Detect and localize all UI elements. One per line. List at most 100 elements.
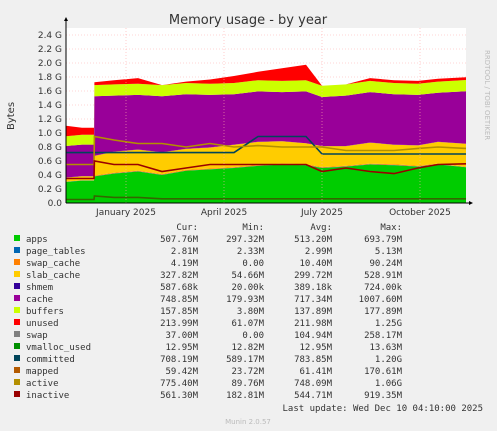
legend-max-value: 1.06G (375, 379, 402, 389)
munin-version: Munin 2.0.57 (225, 418, 271, 426)
legend-cur-value: 775.40M (160, 379, 199, 389)
legend-header: Cur: (176, 223, 198, 233)
legend-swatch-apps (14, 235, 20, 241)
legend-max-value: 170.61M (364, 367, 403, 377)
x-tick-label: April 2025 (201, 208, 247, 218)
x-tick-label: July 2025 (300, 208, 343, 218)
last-update: Last update: Wed Dec 10 04:10:00 2025 (283, 404, 483, 414)
legend-min-value: 12.82M (231, 343, 264, 353)
plot-area: 0.0 0.2 G 0.4 G 0.6 G 0.8 G 1.0 G 1.2 G 1.4 G 1.… (38, 17, 473, 218)
legend-max-value: 693.79M (364, 235, 403, 245)
legend-avg-value: 104.94M (294, 331, 333, 341)
legend-min-value: 2.33M (237, 247, 265, 257)
legend-max-value: 90.24M (369, 259, 402, 269)
legend-cur-value: 4.19M (171, 259, 199, 269)
legend-name: active (26, 379, 59, 389)
legend-name: buffers (26, 307, 64, 317)
legend-swatch-page_tables (14, 247, 20, 253)
line-active (66, 135, 467, 166)
legend-swatch-vmalloc_used (14, 343, 20, 349)
legend-max-value: 5.13M (375, 247, 403, 257)
legend-min-value: 61.07M (231, 319, 264, 329)
rrdtool-side-label: RRDTOOL / TOBI OETIKER (483, 50, 491, 140)
area-cache (66, 91, 466, 178)
legend-avg-value: 2.99M (305, 247, 333, 257)
legend-max-value: 1.25G (375, 319, 402, 329)
legend-avg-value: 61.41M (299, 367, 332, 377)
legend-swatch-unused (14, 319, 20, 325)
legend-min-value: 297.32M (226, 235, 265, 245)
legend-avg-value: 544.71M (294, 391, 333, 401)
legend-header: Min: (242, 223, 264, 233)
y-tick-label: 1.4 G (38, 101, 62, 111)
legend-max-value: 1.20G (375, 355, 402, 365)
y-tick-label: 2.4 G (38, 31, 62, 41)
x-tick-label: January 2025 (95, 208, 156, 218)
legend-cur-value: 157.85M (160, 307, 199, 317)
legend-name: cache (26, 295, 53, 305)
legend-cur-value: 748.85M (160, 295, 199, 305)
legend-swatch-buffers (14, 307, 20, 313)
legend-max-value: 919.35M (364, 391, 403, 401)
legend-avg-value: 137.89M (294, 307, 333, 317)
legend-max-value: 724.00k (364, 283, 403, 293)
y-tick-label: 2.0 G (38, 59, 62, 69)
line-committed (66, 135, 466, 155)
legend-name: inactive (26, 391, 69, 401)
legend-min-value: 179.93M (226, 295, 265, 305)
legend-name: unused (26, 319, 59, 329)
y-tick-label: 0.0 (48, 199, 63, 209)
area-apps (66, 164, 466, 203)
y-tick-label: 1.8 G (38, 73, 62, 83)
y-axis-arrow (64, 17, 68, 21)
legend-swatch-shmem (14, 283, 20, 289)
legend: Cur: Min: Avg: Max: apps 507.76M 297.32M 513.20… (14, 223, 403, 401)
legend-min-value: 23.72M (231, 367, 264, 377)
legend-name: vmalloc_used (26, 343, 91, 353)
y-tick-label: 1.6 G (38, 87, 62, 97)
y-tick-label: 0.2 G (38, 185, 62, 195)
legend-name: mapped (26, 367, 59, 377)
y-axis-label: Bytes (6, 102, 17, 130)
legend-max-value: 177.89M (364, 307, 403, 317)
legend-avg-value: 211.98M (294, 319, 333, 329)
legend-cur-value: 213.99M (160, 319, 199, 329)
y-tick-label: 0.4 G (38, 171, 62, 181)
legend-min-value: 0.00 (242, 259, 264, 269)
legend-name: swap_cache (26, 259, 80, 269)
legend-swatch-mapped (14, 367, 20, 373)
y-tick-label: 1.2 G (38, 115, 62, 125)
legend-avg-value: 299.72M (294, 271, 333, 281)
legend-avg-value: 748.09M (294, 379, 333, 389)
legend-swatch-inactive (14, 391, 20, 397)
legend-swatch-slab_cache (14, 271, 20, 277)
area-buffers (66, 80, 466, 146)
legend-cur-value: 561.30M (160, 391, 199, 401)
legend-name: slab_cache (26, 271, 80, 281)
line-mapped (66, 195, 466, 201)
legend-min-value: 589.17M (226, 355, 265, 365)
line-inactive (66, 160, 467, 180)
legend-cur-value: 2.81M (171, 247, 199, 257)
legend-min-value: 3.80M (237, 307, 265, 317)
y-tick-label: 0.8 G (38, 143, 62, 153)
legend-min-value: 20.00k (231, 283, 264, 293)
legend-cur-value: 37.00M (165, 331, 198, 341)
legend-swatch-committed (14, 355, 20, 361)
legend-swatch-cache (14, 295, 20, 301)
legend-max-value: 1007.60M (359, 295, 403, 305)
x-tick-label: October 2025 (389, 208, 451, 218)
legend-cur-value: 12.95M (165, 343, 198, 353)
legend-cur-value: 507.76M (160, 235, 199, 245)
legend-avg-value: 513.20M (294, 235, 333, 245)
chart-title: Memory usage - by year (169, 13, 328, 28)
legend-swatch-active (14, 379, 20, 385)
area-swap_cache (66, 163, 466, 182)
legend-name: page_tables (26, 247, 86, 257)
legend-name: shmem (26, 283, 53, 293)
legend-min-value: 89.76M (231, 379, 264, 389)
legend-min-value: 54.66M (231, 271, 264, 281)
legend-name: swap (26, 331, 48, 341)
legend-swatch-swap (14, 331, 20, 337)
legend-cur-value: 327.82M (160, 271, 199, 281)
